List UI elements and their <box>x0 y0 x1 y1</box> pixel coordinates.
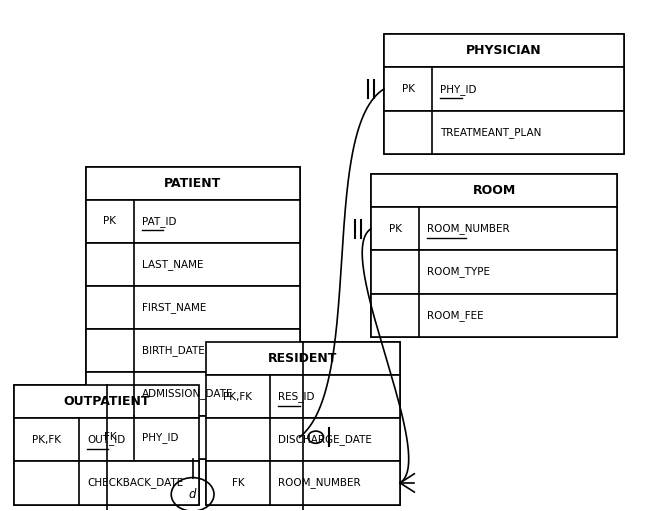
Bar <box>206 375 400 418</box>
Bar <box>86 200 299 243</box>
Text: FK: FK <box>104 432 117 442</box>
Text: ROOM_NUMBER: ROOM_NUMBER <box>427 223 510 234</box>
Bar <box>206 342 400 504</box>
Text: PATIENT: PATIENT <box>164 177 221 190</box>
Text: PAT_ID: PAT_ID <box>142 216 176 227</box>
Text: PHYSICIAN: PHYSICIAN <box>466 44 542 57</box>
Bar <box>86 415 299 459</box>
Bar <box>371 250 617 294</box>
Text: FIRST_NAME: FIRST_NAME <box>142 302 206 313</box>
Text: d: d <box>189 488 197 501</box>
Bar <box>14 461 199 504</box>
Bar <box>371 174 617 337</box>
Bar <box>371 174 617 207</box>
Text: RES_ID: RES_ID <box>278 391 314 402</box>
Text: PHY_ID: PHY_ID <box>440 84 477 95</box>
Text: ROOM: ROOM <box>473 184 516 197</box>
Text: ROOM_NUMBER: ROOM_NUMBER <box>278 477 361 489</box>
Text: PHY_ID: PHY_ID <box>142 432 178 443</box>
Bar <box>384 67 624 111</box>
Bar <box>86 167 299 200</box>
Bar <box>86 243 299 286</box>
Text: PK: PK <box>402 84 415 94</box>
Text: PK,FK: PK,FK <box>33 435 61 445</box>
Bar <box>206 418 400 461</box>
Text: OUT_ID: OUT_ID <box>87 434 125 445</box>
Bar <box>14 385 199 504</box>
Text: ROOM_FEE: ROOM_FEE <box>427 310 484 321</box>
Text: TREATMEANT_PLAN: TREATMEANT_PLAN <box>440 127 542 137</box>
Bar <box>86 329 299 373</box>
Bar <box>206 342 400 375</box>
Bar <box>14 385 199 418</box>
Bar <box>384 111 624 154</box>
Text: PK,FK: PK,FK <box>223 391 253 402</box>
Text: LAST_NAME: LAST_NAME <box>142 259 204 270</box>
Bar <box>206 461 400 504</box>
Bar <box>14 418 199 461</box>
Text: ROOM_TYPE: ROOM_TYPE <box>427 267 490 277</box>
Text: PK: PK <box>104 216 117 226</box>
Bar <box>86 167 299 459</box>
Text: RESIDENT: RESIDENT <box>268 352 337 365</box>
Text: ADMISSION_DATE: ADMISSION_DATE <box>142 388 234 400</box>
Text: BIRTH_DATE: BIRTH_DATE <box>142 345 205 356</box>
Text: FK: FK <box>232 478 244 488</box>
Text: DISCHARGE_DATE: DISCHARGE_DATE <box>278 434 372 445</box>
Bar <box>371 294 617 337</box>
Bar <box>86 286 299 329</box>
Text: OUTPATIENT: OUTPATIENT <box>64 395 150 408</box>
Text: CHECKBACK_DATE: CHECKBACK_DATE <box>87 477 183 489</box>
Text: PK: PK <box>389 224 402 234</box>
Bar <box>384 34 624 154</box>
Bar <box>371 207 617 250</box>
Bar <box>86 373 299 415</box>
Bar <box>384 34 624 67</box>
